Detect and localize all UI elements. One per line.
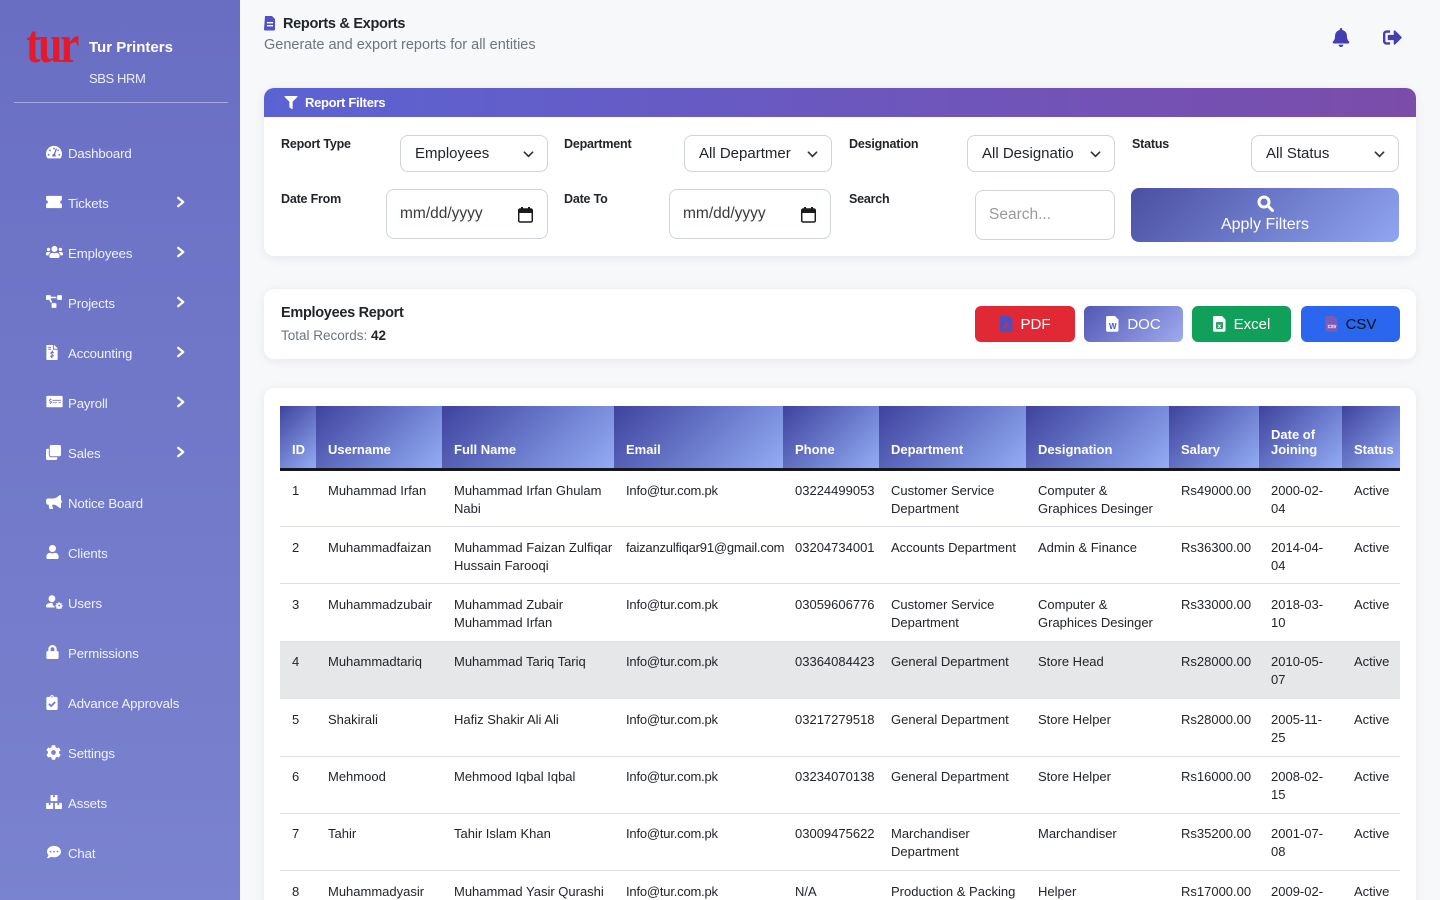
svg-text:CSV: CSV xyxy=(1327,324,1336,329)
svg-text:x: x xyxy=(1217,323,1221,330)
svg-text:tur: tur xyxy=(27,24,79,68)
svg-text:W: W xyxy=(1109,322,1117,331)
